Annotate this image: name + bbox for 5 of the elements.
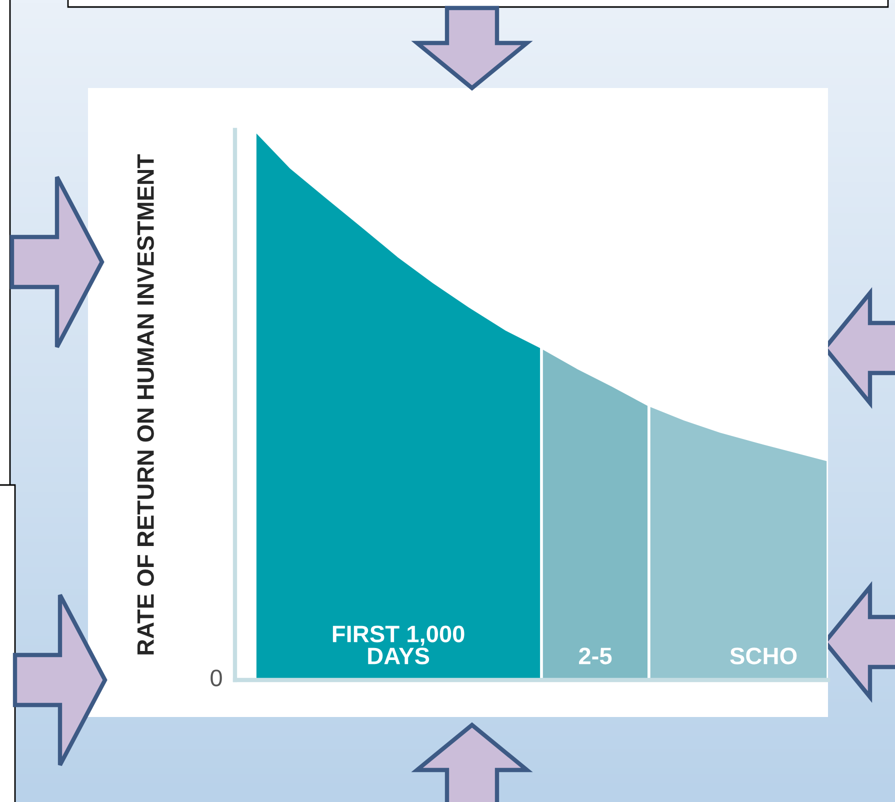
annotation: 2-5 (579, 648, 612, 664)
text: 0 (210, 670, 222, 686)
annotation: FIRST 1,000 DAYS (332, 626, 464, 664)
y-axis-title: RATE OF RETURN ON HUMAN INVESTMENT (137, 154, 154, 654)
annotation: SCHO (730, 648, 797, 664)
